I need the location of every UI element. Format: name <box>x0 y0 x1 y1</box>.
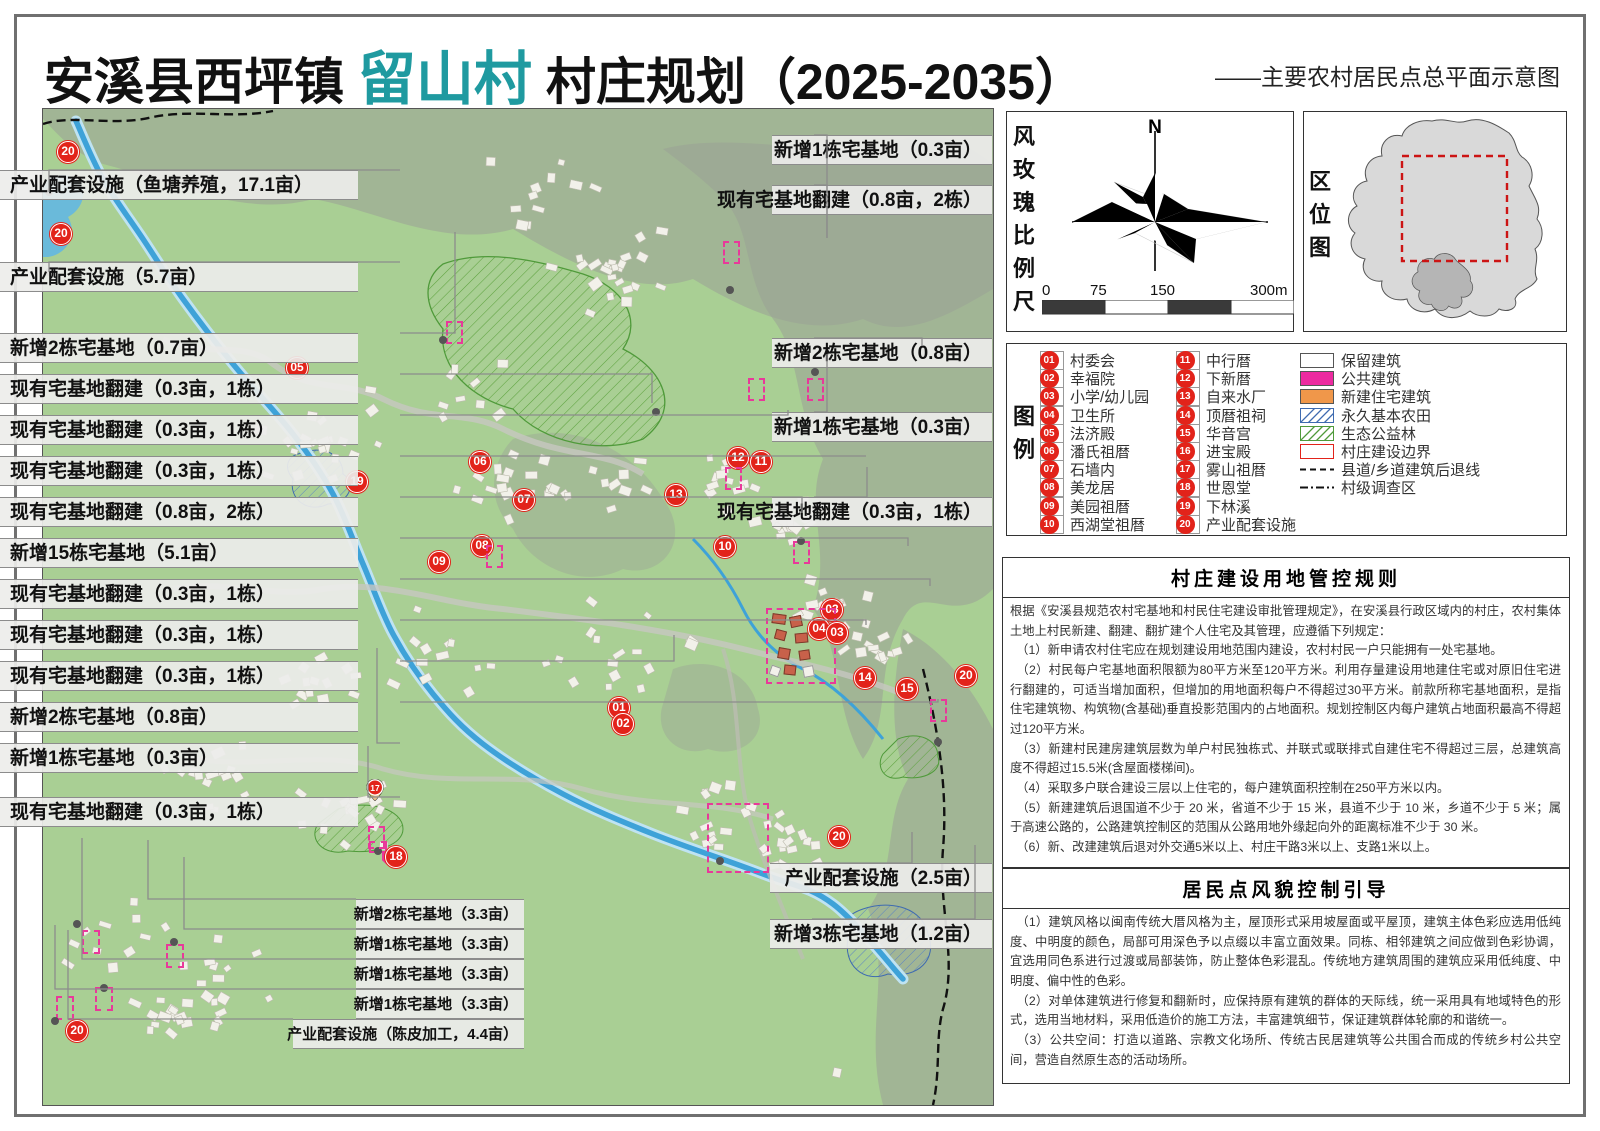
svg-text:17: 17 <box>370 783 380 793</box>
svg-text:N: N <box>1148 117 1162 138</box>
